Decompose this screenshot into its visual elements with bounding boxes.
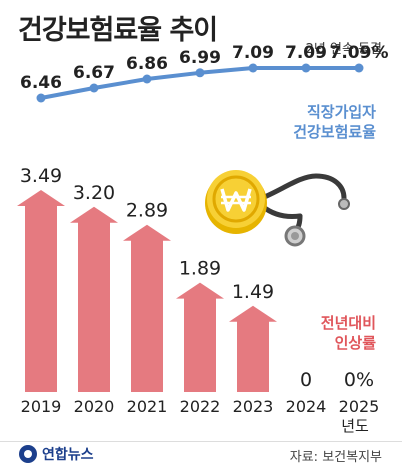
rate-point [248, 63, 258, 73]
increase-label: 1.89 [179, 258, 221, 280]
source-note: 자료: 보건복지부 [289, 450, 382, 465]
increase-bar [17, 190, 65, 392]
year-tick-label: 2020 [73, 397, 115, 416]
increase-label: 0 [300, 369, 312, 391]
year-tick-label: 2024 [285, 397, 327, 416]
year-tick-label: 2021 [126, 397, 168, 416]
rate-point [301, 63, 311, 73]
rate-point [195, 68, 205, 78]
rate-point [89, 83, 99, 93]
freeze-note: 2년 연속 동결 [305, 42, 382, 57]
year-tick-label: 2025 [338, 397, 380, 416]
year-unit: 년도 [341, 417, 369, 435]
increase-bar [123, 224, 171, 392]
increase-bar [70, 206, 118, 392]
rate-line: 6.46 6.67 6.86 6.99 7.09 7.09 7.09% [20, 43, 388, 103]
won-coin-icon [205, 170, 267, 234]
logo: 연합뉴스 [18, 444, 94, 464]
rate-label: 6.99 [179, 48, 221, 68]
stethoscope-icon [259, 173, 350, 247]
rate-label: 6.67 [73, 63, 115, 83]
rate-label: 7.09 [232, 43, 274, 63]
increase-bar [176, 282, 224, 392]
year-tick-label: 2022 [179, 397, 221, 416]
rate-label: 7.09 [285, 43, 327, 63]
rate-point [36, 93, 46, 103]
rate-series-label: 직장가입자 건강보험료율 [293, 103, 376, 141]
increase-label: 0% [344, 369, 374, 391]
footer-divider [0, 441, 402, 442]
rate-point [142, 74, 152, 84]
year-tick-label: 2023 [232, 397, 274, 416]
rate-point [354, 63, 364, 73]
year-tick-label: 2019 [20, 397, 62, 416]
rate-label: 7.09% [330, 43, 389, 63]
increase-label: 3.49 [20, 165, 62, 187]
increase-label: 2.89 [126, 200, 168, 222]
increase-bar [229, 305, 277, 392]
increase-label: 3.20 [73, 182, 115, 204]
page-title: 건강보험료율 추이 [18, 15, 218, 46]
rate-label: 6.86 [126, 54, 168, 74]
yonhap-logo-icon [19, 445, 37, 463]
increase-bars: 3.49 3.20 2.89 1.89 1.49 0 0% [17, 165, 374, 392]
rate-label: 6.46 [20, 73, 62, 93]
increase-label: 1.49 [232, 281, 274, 303]
increase-series-label: 전년대비 인상률 [320, 314, 376, 352]
